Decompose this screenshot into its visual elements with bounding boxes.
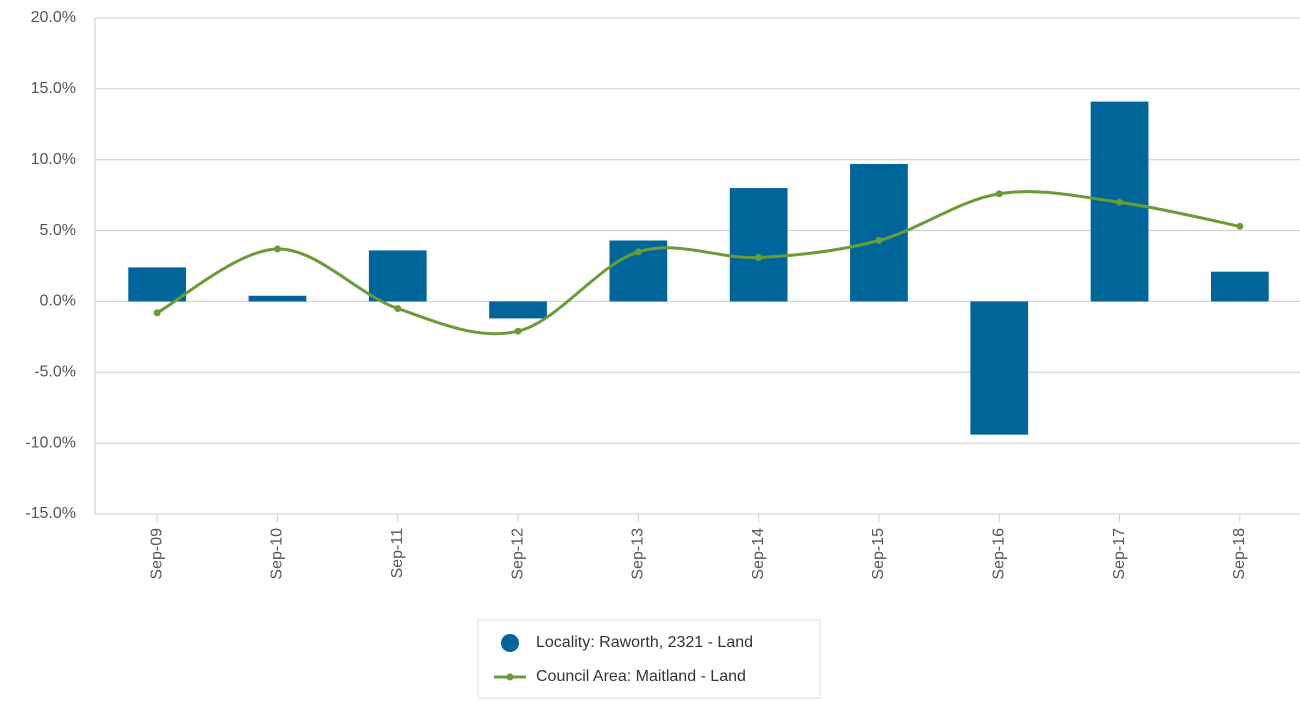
legend-marker [506, 673, 514, 681]
x-tick-label: Sep-09 [148, 528, 165, 580]
bar [970, 301, 1029, 435]
x-tick-label: Sep-18 [1231, 528, 1248, 580]
y-tick-label: 20.0% [31, 9, 76, 26]
x-tick-label: Sep-15 [870, 528, 887, 580]
bar [1210, 271, 1269, 302]
x-tick-label: Sep-13 [630, 528, 647, 580]
point [394, 305, 402, 313]
point [514, 327, 522, 335]
bar [489, 301, 547, 319]
point [875, 236, 883, 244]
point [153, 309, 161, 317]
y-tick-label: -15.0% [25, 505, 76, 522]
y-tick-label: 10.0% [31, 151, 76, 168]
point [755, 253, 763, 261]
y-tick-label: -5.0% [34, 364, 76, 381]
bar [128, 267, 187, 302]
line [156, 190, 1241, 336]
x-tick-label: Sep-14 [750, 528, 767, 580]
legend-marker [501, 634, 519, 652]
y-tick-label: 0.0% [40, 293, 76, 310]
y-tick-label: 15.0% [31, 80, 76, 97]
bar [368, 250, 427, 302]
legend-label: Locality: Raworth, 2321 - Land [536, 634, 753, 651]
point [273, 245, 281, 253]
x-tick-label: Sep-16 [990, 528, 1007, 580]
x-tick-label: Sep-10 [269, 528, 286, 580]
point [995, 190, 1003, 198]
x-tick-label: Sep-17 [1111, 528, 1128, 580]
bar [248, 295, 307, 302]
point [634, 248, 642, 256]
legend-box [477, 619, 821, 699]
legend-label: Council Area: Maitland - Land [536, 668, 746, 685]
point [1236, 222, 1244, 230]
bar [729, 188, 788, 302]
point [1116, 198, 1124, 206]
x-tick-label: Sep-11 [389, 528, 406, 579]
x-tick-label: Sep-12 [509, 528, 526, 580]
y-tick-label: -10.0% [25, 434, 76, 451]
y-tick-label: 5.0% [40, 222, 76, 239]
